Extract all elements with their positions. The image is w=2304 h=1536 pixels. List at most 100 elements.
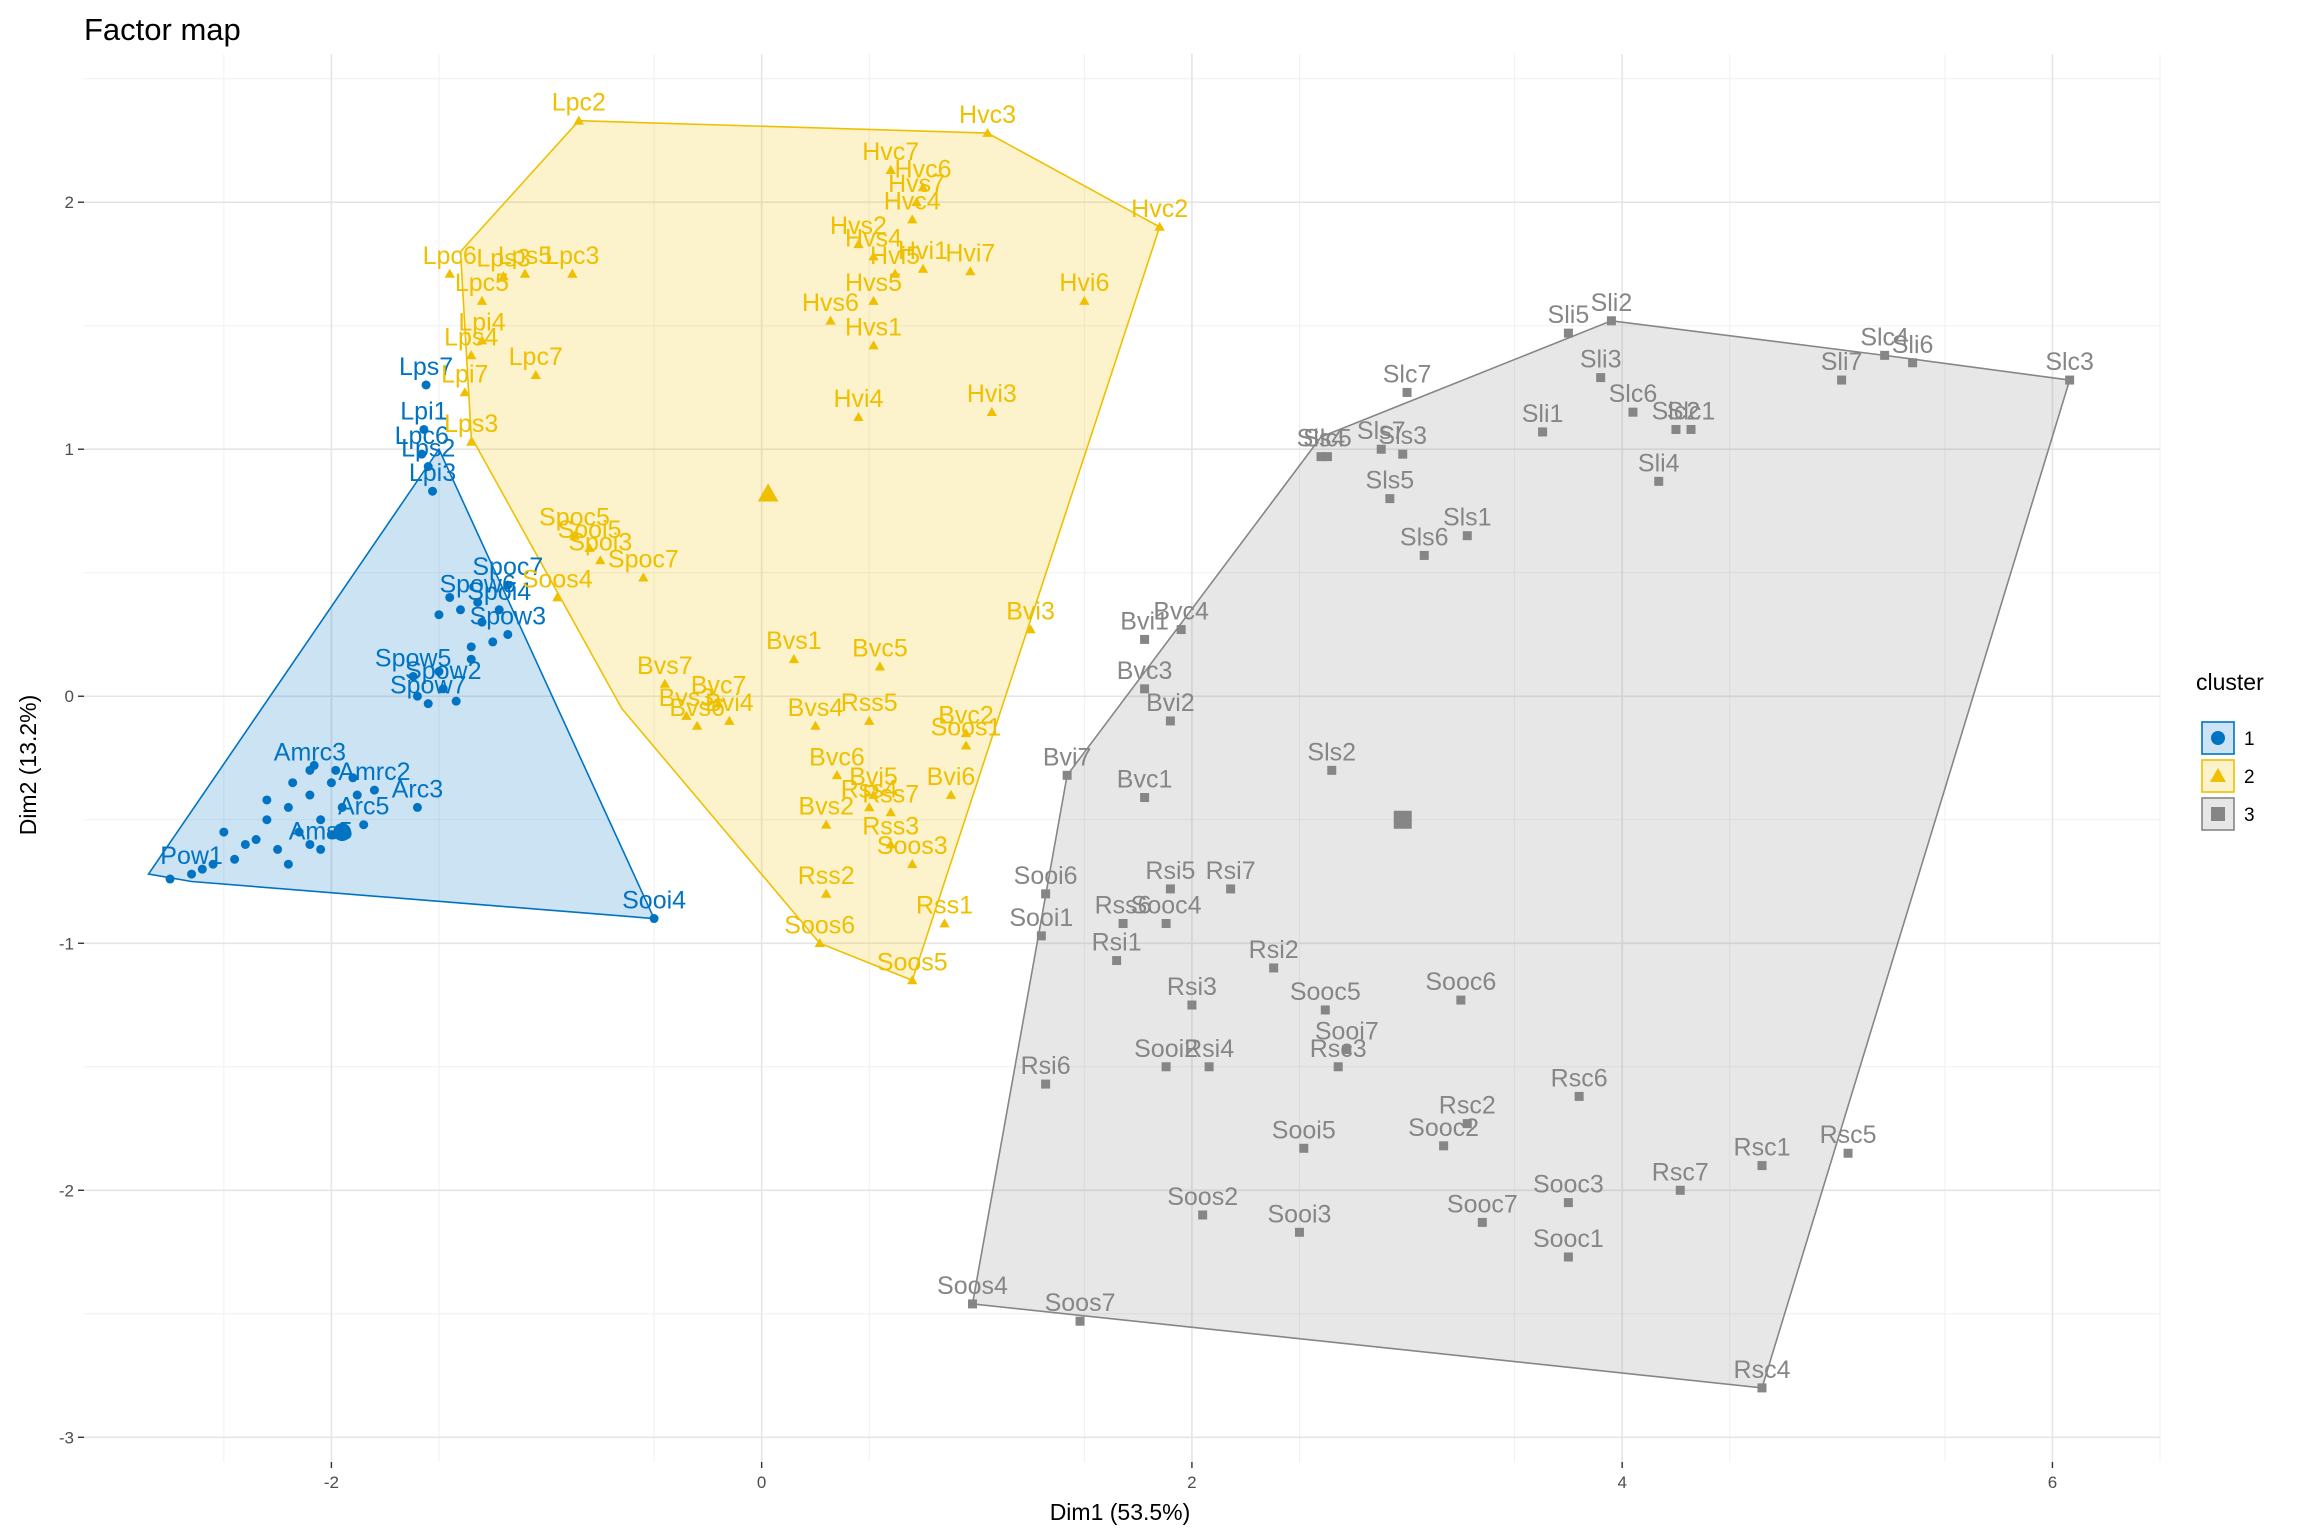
cluster-3-point: [1322, 452, 1332, 462]
cluster-1-point: [477, 617, 487, 627]
point-label: Sooc7: [1447, 1190, 1518, 1218]
cluster-1-point: [408, 671, 418, 681]
cluster-2-point: [584, 542, 595, 552]
cluster-3-point: [1342, 1044, 1352, 1054]
cluster-1-point: [352, 790, 362, 800]
point-label: Bvi7: [1043, 743, 1092, 771]
cluster-2-point: [868, 789, 879, 799]
point-label: Rsc4: [1734, 1356, 1791, 1384]
cluster-3-point: [1606, 316, 1616, 326]
cluster-2-point: [874, 661, 886, 671]
point-label: Bvs4: [788, 694, 844, 722]
cluster-3-point: [1204, 1062, 1214, 1072]
cluster-1-point: [438, 684, 448, 694]
cluster-1-point: [412, 691, 422, 701]
point-label: Rss1: [916, 892, 973, 920]
cluster-1-point: [273, 844, 283, 854]
point-label: Bvi4: [705, 689, 754, 717]
cluster-3-point: [1563, 1198, 1573, 1208]
point-label: Lpi3: [409, 459, 456, 487]
cluster-2-point: [982, 127, 993, 137]
cluster-1-point: [316, 844, 326, 854]
cluster-2-point: [814, 938, 825, 948]
point-label: Bvc2: [938, 701, 994, 729]
cluster-1-point: [283, 859, 293, 869]
cluster-1-point: [219, 827, 229, 837]
point-label: Sls7: [1357, 417, 1406, 445]
x-axis-title: Dim1 (53.5%): [1050, 1499, 1191, 1525]
cluster-3-point: [1880, 350, 1890, 360]
cluster-1-point: [208, 859, 218, 869]
point-label: Slc4: [1860, 323, 1909, 351]
point-label: Rsi2: [1249, 936, 1299, 964]
point-label: Hvs5: [845, 269, 902, 297]
point-label: Rsc2: [1439, 1092, 1496, 1120]
cluster-2-point: [885, 164, 896, 174]
cluster-3-point: [1462, 531, 1472, 541]
cluster-2-point: [444, 268, 455, 278]
cluster-2-point: [986, 407, 998, 417]
cluster-1-point: [305, 839, 315, 849]
cluster-2-point: [965, 266, 976, 276]
point-label: Rsc1: [1734, 1134, 1791, 1162]
point-label: Bvs3: [659, 684, 715, 712]
data-points: [165, 115, 2075, 1393]
point-label: Lpc7: [509, 343, 563, 371]
point-label: Rsi7: [1206, 857, 1256, 885]
cluster-2-point: [868, 295, 879, 305]
cluster-3-point: [1419, 550, 1429, 560]
point-label: Bvc6: [809, 743, 865, 771]
point-label: Lpi1: [400, 397, 447, 425]
cluster-1-point: [288, 778, 298, 788]
point-label: Slc1: [1667, 397, 1716, 425]
cluster-2-point: [459, 387, 470, 397]
point-label: Spoi3: [568, 528, 632, 556]
point-label: Spow6: [439, 570, 515, 598]
cluster-3-point: [2065, 375, 2075, 385]
point-label: Sls5: [1366, 467, 1415, 495]
point-label: Rsi1: [1092, 929, 1142, 957]
point-label: Hvc3: [959, 101, 1016, 129]
point-label: Hvi1: [898, 237, 948, 265]
point-label: Amrc3: [274, 738, 346, 766]
point-label: Sooi1: [1009, 904, 1073, 932]
point-label: Sli5: [1548, 301, 1590, 329]
cluster-2-point: [573, 115, 584, 125]
point-label: Soos2: [1167, 1183, 1238, 1211]
point-label: Hvc6: [895, 155, 952, 183]
point-label: Slc2: [1652, 397, 1701, 425]
cluster-1-point: [421, 380, 431, 390]
point-label: Sooi2: [1134, 1035, 1198, 1063]
y-tick-label: -3: [59, 1428, 74, 1447]
cluster-1-point: [240, 839, 250, 849]
cluster-2-point: [569, 530, 580, 540]
point-label: Arc3: [392, 775, 443, 803]
cluster-3-point: [1456, 995, 1466, 1005]
grid: [84, 54, 2161, 1462]
point-label: Rss6: [1095, 892, 1152, 920]
cluster-2-point: [960, 740, 972, 750]
cluster-3-point: [1062, 770, 1072, 780]
cluster-2-point: [853, 239, 864, 249]
cluster-1-point: [316, 815, 326, 825]
cluster-2-point: [889, 268, 901, 278]
cluster-3-point: [1333, 1062, 1343, 1072]
point-label: Sli6: [1892, 331, 1934, 359]
point-label: Hvs2: [830, 212, 887, 240]
cluster-3-point: [1198, 1210, 1208, 1220]
legend: cluster 1 2 3: [2196, 669, 2264, 831]
point-label: Lps7: [399, 353, 453, 381]
point-label: Rsi4: [1184, 1035, 1234, 1063]
point-label: Sooc6: [1425, 968, 1496, 996]
cluster-1-point: [503, 580, 513, 590]
y-tick-label: -1: [59, 934, 74, 953]
point-label: Soos5: [877, 948, 948, 976]
cluster-2-point: [825, 315, 836, 325]
cluster-1-point: [494, 605, 504, 615]
point-label: Rsi3: [1167, 973, 1217, 1001]
point-label: Spow3: [470, 602, 546, 630]
cluster-1-centroid: [333, 823, 352, 842]
point-label: Sls6: [1400, 523, 1449, 551]
point-label: Arc5: [338, 793, 389, 821]
cluster-3-point: [1140, 684, 1150, 694]
